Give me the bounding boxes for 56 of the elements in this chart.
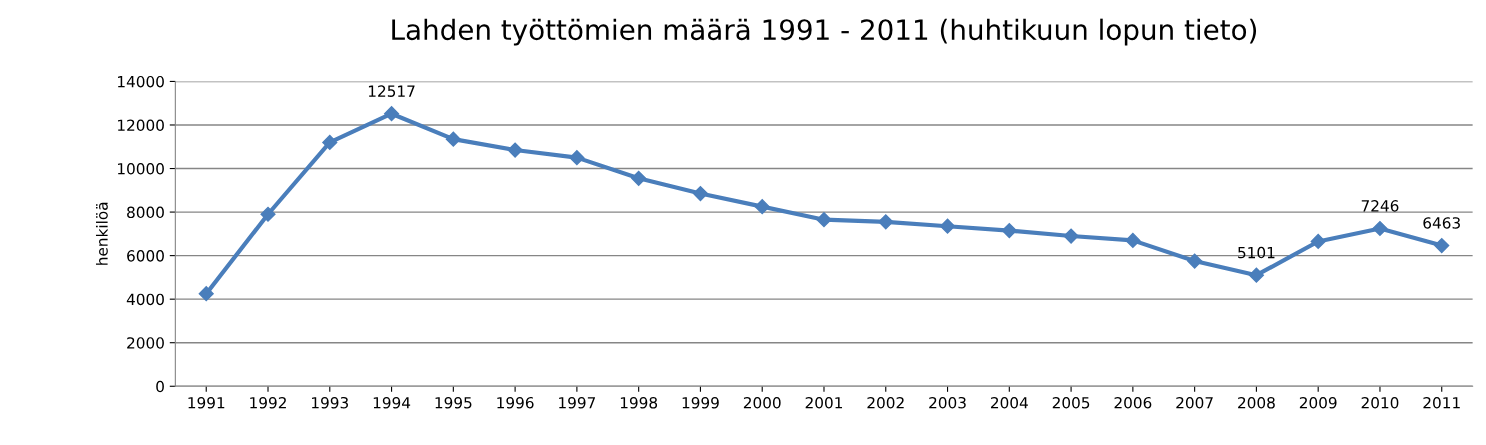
data-label: 5101 xyxy=(1238,246,1275,259)
point xyxy=(878,214,894,230)
point xyxy=(754,199,770,215)
x-tick-label: 2002 xyxy=(867,396,904,409)
x-tick-label: 2004 xyxy=(990,396,1028,409)
point xyxy=(445,131,461,147)
x-tick-label: 1993 xyxy=(312,396,348,409)
y-tick-label: 6000 xyxy=(127,250,164,262)
point xyxy=(1434,237,1450,254)
point xyxy=(198,286,214,302)
data-label: 6463 xyxy=(1423,217,1460,229)
y-tick-label: 10000 xyxy=(118,162,164,175)
data-label: 12517 xyxy=(368,85,415,97)
point xyxy=(383,106,400,122)
x-tick-label: 1991 xyxy=(188,396,225,409)
x-tick-label: 2001 xyxy=(805,396,843,409)
x-tick-label: 1992 xyxy=(250,396,286,409)
point xyxy=(1372,220,1388,237)
x-tick-label: 1997 xyxy=(559,396,596,409)
x-tick-label: 1999 xyxy=(682,396,719,409)
point xyxy=(322,134,338,150)
x-tick-label: 1994 xyxy=(373,396,411,409)
point xyxy=(1187,253,1203,269)
x-tick-label: 2011 xyxy=(1423,396,1460,409)
point xyxy=(1248,267,1264,283)
point xyxy=(631,170,647,186)
x-tick-label: 2000 xyxy=(743,396,781,409)
point xyxy=(939,218,956,234)
y-tick-label: 12000 xyxy=(118,119,164,131)
point xyxy=(507,142,523,158)
x-tick-label: 1995 xyxy=(435,396,472,409)
x-tick-label: 2006 xyxy=(1114,396,1152,409)
x-tick-label: 2007 xyxy=(1176,396,1213,409)
y-tick-label: 2000 xyxy=(127,337,164,349)
y-tick-label: 8000 xyxy=(127,206,164,219)
point xyxy=(692,185,709,202)
point xyxy=(1001,223,1017,239)
x-tick-label: 2010 xyxy=(1361,396,1399,409)
x-tick-label: 2005 xyxy=(1052,396,1090,409)
point xyxy=(260,206,276,222)
data-label: 7246 xyxy=(1361,200,1399,212)
chart-title: Lahden työttömien määrä 1991 - 2011 (huhtikuun lopun tieto) xyxy=(392,18,1257,46)
y-tick-label: 0 xyxy=(156,380,164,393)
x-tick-label: 2009 xyxy=(1299,396,1337,409)
y-tick-label: 14000 xyxy=(118,75,164,88)
point xyxy=(1310,233,1326,250)
x-tick-label: 1998 xyxy=(620,396,658,409)
point xyxy=(1125,232,1141,248)
point xyxy=(1063,228,1079,244)
point xyxy=(816,212,832,228)
x-tick-label: 2003 xyxy=(929,396,966,409)
point xyxy=(569,150,585,166)
x-tick-label: 2008 xyxy=(1238,396,1275,409)
x-tick-label: 1996 xyxy=(497,396,534,409)
y-tick-label: 4000 xyxy=(126,293,164,306)
y-axis-title: henkilöä xyxy=(95,202,108,265)
